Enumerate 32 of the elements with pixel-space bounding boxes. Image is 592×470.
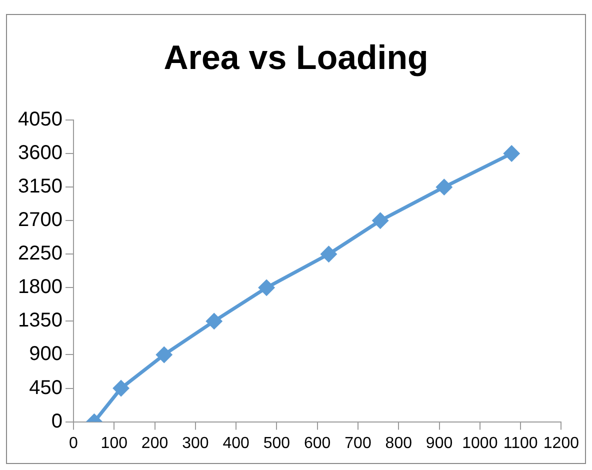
- x-tick-label: 200: [141, 434, 168, 452]
- y-tick-label: 450: [29, 376, 62, 399]
- point: [206, 313, 222, 329]
- y-tick-label: 4050: [18, 108, 62, 131]
- y-tick-label: 1800: [18, 276, 62, 298]
- chart-title: Area vs Loading: [162, 39, 430, 78]
- y-tick-label: 900: [29, 343, 62, 366]
- x-tick-label: 400: [222, 434, 250, 452]
- x-tick-label: 0: [69, 434, 78, 452]
- y-tick-label: 3600: [18, 142, 62, 164]
- point: [156, 346, 172, 362]
- x-tick-label: 300: [182, 434, 209, 452]
- y-tick-label: 1350: [18, 310, 62, 332]
- x-tick-label: 1100: [503, 434, 538, 452]
- x-tick-label: 100: [100, 434, 128, 452]
- x-tick-label: 1000: [462, 434, 498, 452]
- point: [258, 280, 274, 296]
- point: [320, 246, 336, 262]
- x-tick-label: 1200: [543, 434, 580, 452]
- point: [504, 146, 520, 162]
- point: [372, 212, 388, 228]
- y-tick-label: 3150: [18, 176, 62, 198]
- x-tick-label: 900: [426, 434, 453, 452]
- y-tick-label: 2700: [18, 209, 62, 232]
- x-tick-label: 500: [263, 434, 290, 452]
- x-tick-label: 600: [304, 434, 331, 452]
- y-tick-label: 0: [51, 410, 62, 432]
- x-tick-label: 800: [385, 434, 412, 452]
- x-tick-label: 700: [344, 434, 372, 452]
- point: [436, 179, 452, 195]
- point: [113, 380, 129, 396]
- y-tick-label: 2250: [18, 242, 62, 265]
